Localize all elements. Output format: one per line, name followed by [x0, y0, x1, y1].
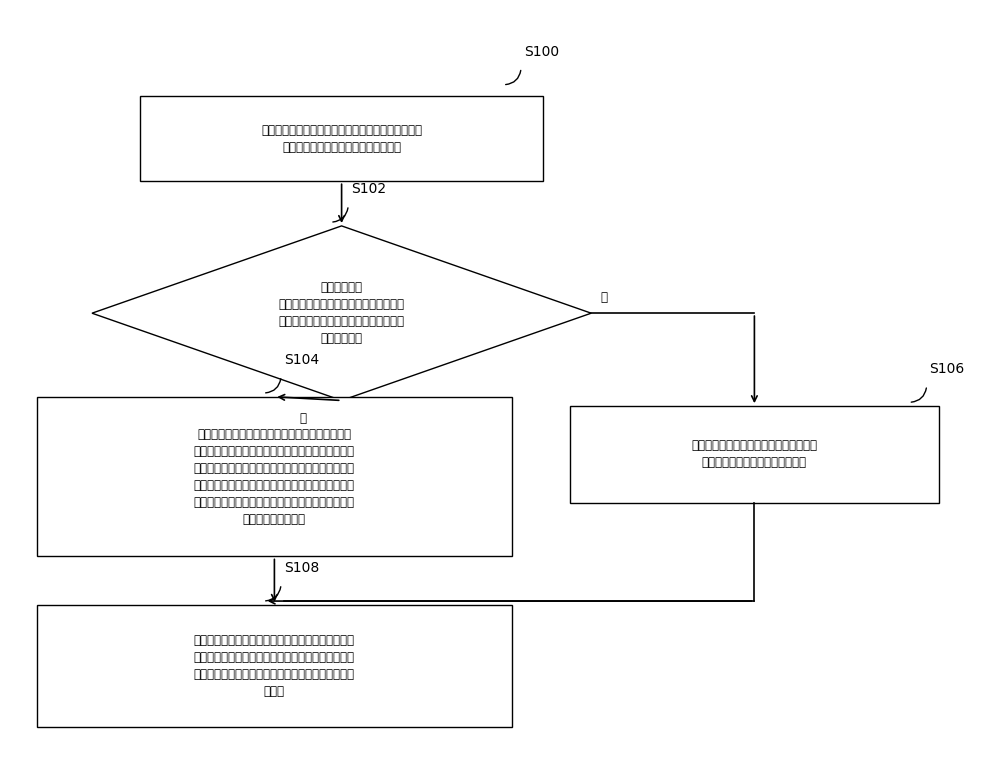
Text: 确定所述下级页面的类型，当所述下级页面的类型
为网页页面时，确定所述网页页面对应的统一资源定
位符和网页参数，作为所述待测试程序的页面唯一标
识；当所述下级页面: 确定所述下级页面的类型，当所述下级页面的类型 为网页页面时，确定所述网页页面对应…: [194, 428, 355, 526]
Text: 存储确定出的该活动页面的页面唯一标识，并在所述
源代码的该活动页面的生成代码中添加错点，使得程
序测试时通过所述错点工具确定被测试程序的页面唯
一标识: 存储确定出的该活动页面的页面唯一标识，并在所述 源代码的该活动页面的生成代码中添…: [194, 634, 355, 698]
Bar: [37, 396, 512, 557]
Text: 根据该活动页面的类名以及该活动页面的
页面参数，确定所述页面唯一标识: 根据该活动页面的类名以及该活动页面的 页面参数，确定所述页面唯一标识: [691, 439, 817, 469]
Text: S100: S100: [524, 45, 559, 59]
Text: 针对每个活动
页面，根据该活动页面包含的页面生成信
息，通过错点工具，确定该活动页面是否
包含下级页面: 针对每个活动 页面，根据该活动页面包含的页面生成信 息，通过错点工具，确定该活动…: [279, 282, 405, 345]
Text: 响应于确定唯一标识的指令，遍历待测试程序的源代
码，确定所述待测试程序的各活动页面: 响应于确定唯一标识的指令，遍历待测试程序的源代 码，确定所述待测试程序的各活动页…: [261, 124, 422, 153]
Text: S102: S102: [351, 182, 386, 196]
Polygon shape: [92, 226, 591, 400]
Bar: [140, 96, 543, 181]
Text: 否: 否: [601, 291, 608, 304]
Text: 是: 是: [300, 411, 307, 425]
Text: S104: S104: [284, 353, 319, 367]
Bar: [570, 406, 939, 503]
Bar: [37, 604, 512, 727]
Text: S106: S106: [930, 362, 965, 376]
Text: S108: S108: [284, 561, 319, 575]
